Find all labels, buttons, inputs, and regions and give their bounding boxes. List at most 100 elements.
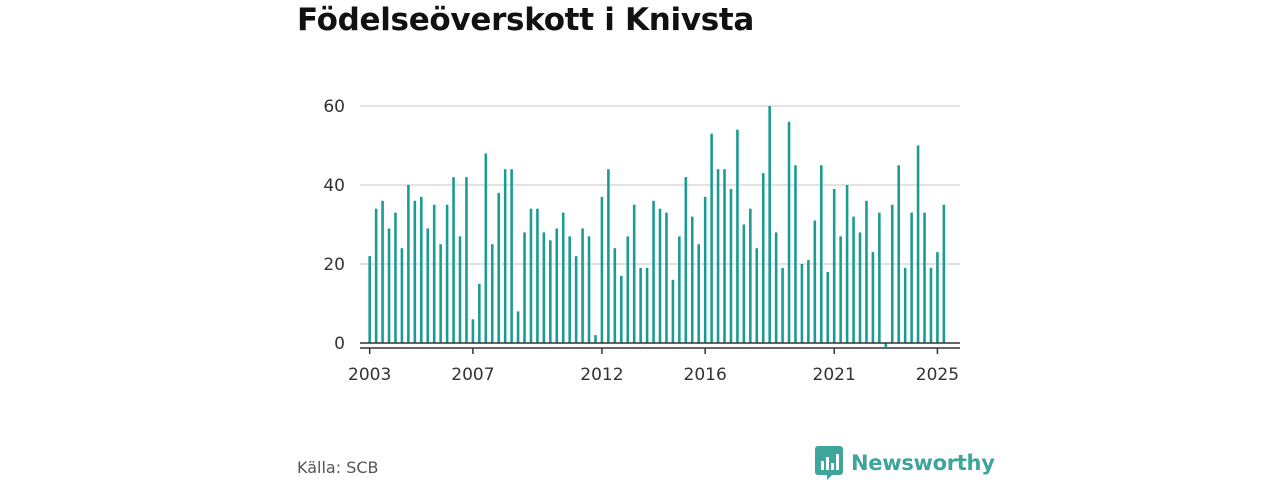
bar [936, 252, 939, 343]
bar [813, 220, 817, 343]
bar [536, 208, 539, 343]
bar [684, 177, 688, 343]
bar [755, 248, 759, 343]
y-tick-label: 40 [323, 176, 345, 196]
bar [594, 335, 597, 343]
bar [916, 145, 920, 343]
bars [368, 106, 946, 347]
bar [923, 212, 926, 343]
bar [516, 311, 520, 343]
bar [807, 260, 810, 343]
bar [910, 212, 913, 343]
bar [445, 204, 449, 343]
bar [413, 200, 417, 343]
x-axis [360, 342, 960, 349]
bar [387, 228, 391, 343]
bar-chart: 0 20 40 60 2003 2007 2012 2016 2021 2025 [323, 97, 960, 385]
bar [871, 252, 875, 343]
y-tick-label: 0 [334, 334, 345, 354]
bar [523, 232, 526, 343]
bar [374, 208, 378, 343]
bar [439, 244, 442, 343]
bar [820, 165, 823, 343]
bar [787, 121, 791, 343]
bar [581, 228, 584, 343]
bar [716, 169, 720, 343]
bar [794, 165, 797, 343]
bar [890, 204, 894, 343]
bar [420, 196, 423, 343]
bar-chart-logo-icon [815, 446, 843, 480]
bar [452, 177, 455, 343]
bar [503, 169, 507, 343]
y-axis-tick-labels: 0 20 40 60 [323, 97, 345, 354]
bar [858, 232, 862, 343]
bar [690, 216, 694, 343]
bar [710, 133, 713, 343]
bar [652, 200, 655, 343]
bar [549, 240, 552, 343]
source-label: Källa: SCB [297, 458, 379, 477]
bar [774, 232, 778, 343]
bar [458, 236, 462, 343]
bar [729, 188, 733, 343]
bar [490, 244, 494, 343]
bar [749, 208, 752, 343]
x-tick-label: 2007 [451, 365, 494, 385]
bar [826, 271, 830, 343]
bar [407, 185, 410, 343]
bar [768, 106, 771, 343]
bar [510, 169, 513, 343]
bar [742, 224, 746, 343]
bar [607, 169, 610, 343]
bar [484, 153, 488, 343]
bar [368, 256, 371, 343]
bar [587, 236, 591, 343]
bar [865, 200, 868, 343]
bar [497, 192, 500, 343]
brand-name: Newsworthy [851, 451, 995, 475]
bar [471, 319, 475, 343]
bar [884, 343, 888, 347]
bar [542, 232, 546, 343]
bar [832, 188, 836, 343]
bar [897, 165, 900, 343]
x-tick-label: 2021 [813, 365, 856, 385]
bar [839, 236, 842, 343]
x-axis-tick-labels: 2003 2007 2012 2016 2021 2025 [348, 348, 959, 385]
bar [394, 212, 397, 343]
bar [671, 279, 675, 343]
bar [736, 129, 739, 343]
bar [381, 200, 384, 343]
chart-title: Födelseöverskott i Knivsta [297, 2, 755, 38]
bar [678, 236, 681, 343]
bar [645, 267, 649, 343]
bar [561, 212, 565, 343]
bar [658, 208, 662, 343]
x-tick-label: 2025 [916, 365, 959, 385]
bar [478, 283, 481, 343]
bar [697, 244, 700, 343]
bar [878, 212, 881, 343]
bar [432, 204, 436, 343]
bar [555, 228, 559, 343]
bar [942, 204, 946, 343]
bar [800, 264, 804, 343]
bar [703, 196, 707, 343]
y-tick-label: 60 [323, 97, 345, 117]
x-tick-label: 2016 [684, 365, 727, 385]
bar [568, 236, 571, 343]
bar [465, 177, 468, 343]
bar [781, 267, 784, 343]
bar [761, 173, 765, 343]
bar [929, 267, 933, 343]
bar [620, 275, 623, 343]
bar [639, 267, 642, 343]
bar [845, 185, 849, 343]
x-tick-label: 2003 [348, 365, 391, 385]
bar [574, 256, 578, 343]
newsworthy-logo[interactable]: Newsworthy [815, 446, 995, 480]
bar [903, 267, 907, 343]
y-tick-label: 20 [323, 255, 345, 275]
bar [529, 208, 533, 343]
